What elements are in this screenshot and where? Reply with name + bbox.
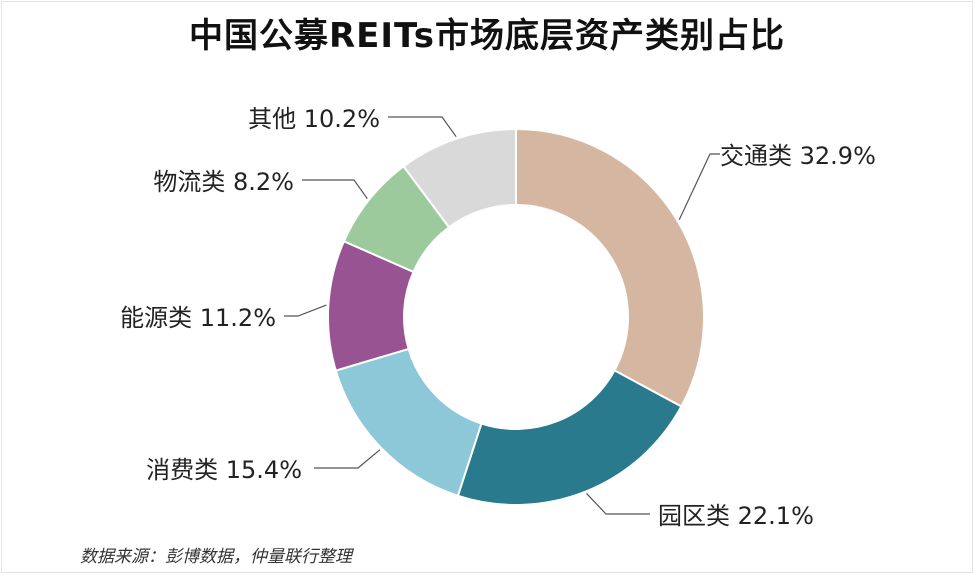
slice-label: 消费类 15.4% [146,456,302,484]
leader-line [314,449,381,469]
leader-line [678,153,720,221]
slice-label: 能源类 11.2% [120,304,276,332]
donut-slice [515,127,705,408]
leader-line [284,304,327,317]
leader-line [586,493,650,515]
slice-label: 园区类 22.1% [658,502,814,530]
donut-slice [334,347,483,498]
donut-slice [456,368,683,506]
leader-line [302,179,368,200]
slice-label: 其他 10.2% [248,105,380,133]
slice-label: 物流类 8.2% [153,168,294,196]
leader-line [388,116,457,138]
slice-label: 交通类 32.9% [720,142,876,170]
source-note: 数据来源：彭博数据，仲量联行整理 [80,547,352,567]
donut-slice [402,127,517,229]
chart-title: 中国公募REITs市场底层资产类别占比 [189,16,785,56]
